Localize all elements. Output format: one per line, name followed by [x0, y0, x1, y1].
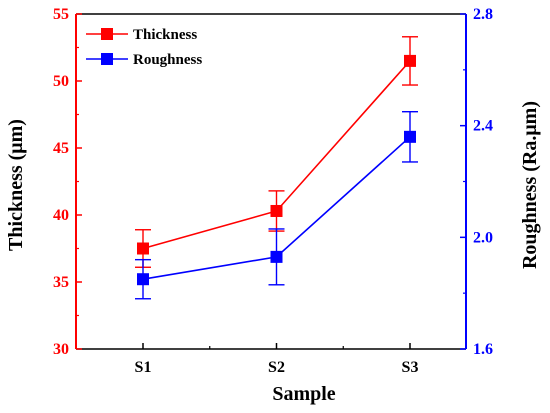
x-axis: S1 S2 S3 — [135, 343, 419, 376]
left-tick-label: 55 — [53, 6, 69, 23]
right-y-axis-title: Roughness (Ra.μm) — [519, 101, 541, 269]
series-roughness — [135, 111, 418, 300]
right-tick-label: 2.0 — [473, 229, 493, 246]
left-tick-label: 50 — [53, 73, 69, 90]
left-y-axis-title: Thickness (μm) — [5, 119, 27, 251]
legend-label: Thickness — [133, 27, 197, 43]
left-tick-label: 40 — [53, 207, 69, 224]
x-tick-label: S2 — [268, 359, 285, 376]
legend-item-roughness: Roughness — [86, 52, 202, 68]
data-point — [137, 273, 149, 286]
series-layer — [135, 36, 418, 300]
plot-frame — [76, 13, 466, 350]
right-tick-label: 1.6 — [473, 341, 493, 358]
legend-item-thickness: Thickness — [86, 27, 197, 43]
left-tick-label: 45 — [53, 140, 69, 157]
x-tick-label: S3 — [402, 359, 419, 376]
left-tick-label: 35 — [53, 274, 69, 291]
left-y-axis: 30 35 40 45 50 55 — [53, 6, 82, 358]
legend-marker — [101, 53, 113, 65]
legend-marker — [101, 28, 113, 40]
data-point — [404, 130, 416, 143]
legend: Thickness Roughness — [86, 27, 202, 68]
right-tick-label: 2.4 — [473, 118, 493, 135]
left-tick-label: 30 — [53, 341, 69, 358]
data-point — [137, 242, 149, 255]
data-point — [404, 54, 416, 67]
x-axis-title: Sample — [272, 383, 335, 405]
right-y-axis: 1.6 2.0 2.4 2.8 — [460, 6, 493, 358]
legend-label: Roughness — [133, 52, 202, 68]
data-point — [270, 250, 283, 263]
x-tick-label: S1 — [135, 359, 152, 376]
data-point — [270, 204, 283, 217]
right-tick-label: 2.8 — [473, 6, 493, 23]
